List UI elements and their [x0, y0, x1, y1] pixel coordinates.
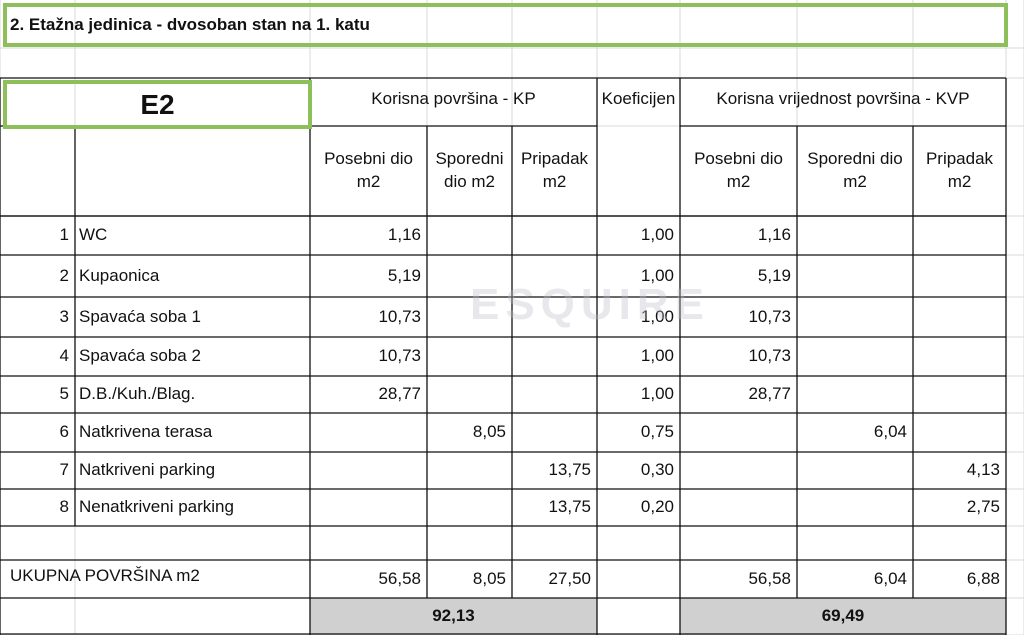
row-number: 8	[59, 497, 69, 517]
value-cell: 4,13	[966, 460, 1000, 480]
value-cell: 5,19	[387, 265, 421, 285]
value-cell: 10,73	[378, 346, 421, 366]
value-cell: 2,75	[966, 497, 1000, 517]
value-cell: 0,30	[640, 460, 674, 480]
value-cell: 13,75	[548, 460, 591, 480]
value-cell: 1,00	[640, 306, 674, 326]
value-cell: 1,00	[640, 265, 674, 285]
total-value: 6,04	[873, 568, 907, 588]
total-value: 27,50	[548, 568, 591, 588]
header: Korisna površina - KP	[371, 88, 536, 108]
value-cell: 6,04	[873, 422, 907, 442]
sub-header: Posebni dio m2	[324, 149, 413, 191]
total-value: 8,05	[472, 568, 506, 588]
sub-header: Sporedni dio m2	[435, 149, 504, 191]
value-cell: 5,19	[757, 265, 791, 285]
value-cell: 28,77	[378, 384, 421, 404]
unit-box	[3, 80, 312, 129]
room-name: WC	[79, 225, 108, 245]
value-cell: 10,73	[748, 346, 791, 366]
sum-value: 69,49	[821, 606, 865, 626]
title-box	[3, 3, 1008, 47]
header: Korisna vrijednost površina - KVP	[716, 88, 970, 108]
value-cell: 1,00	[640, 346, 674, 366]
row-number: 2	[59, 265, 69, 285]
room-name: Spavaća soba 2	[79, 346, 201, 366]
sub-header: Posebni dio m2	[694, 149, 783, 191]
value-cell: 1,00	[640, 384, 674, 404]
unit-label: E2	[140, 88, 175, 120]
sum-value: 92,13	[432, 606, 475, 626]
room-name: Spavaća soba 1	[79, 306, 201, 326]
value-cell: 28,77	[748, 384, 791, 404]
value-cell: 10,73	[378, 306, 421, 326]
row-number: 4	[59, 346, 69, 366]
room-name: D.B./Kuh./Blag.	[79, 384, 196, 404]
value-cell: 1,16	[757, 225, 791, 245]
value-cell: 0,20	[640, 497, 674, 517]
value-cell: 13,75	[548, 497, 591, 517]
row-number: 7	[59, 460, 69, 480]
sub-header: Sporedni dio m2	[807, 149, 903, 191]
total-value: 56,58	[378, 568, 421, 588]
row-number: 6	[59, 422, 69, 442]
header: Koeficijen	[601, 88, 676, 108]
total-label: UKUPNA POVRŠINA m2	[10, 565, 200, 585]
row-number: 5	[59, 384, 69, 404]
row-number: 3	[59, 306, 69, 326]
title: 2. Etažna jedinica - dvosoban stan na 1.…	[10, 14, 370, 34]
room-name: Kupaonica	[79, 265, 160, 285]
room-name: Natkrivena terasa	[79, 422, 213, 442]
watermark: ESQUIRE	[469, 280, 711, 330]
sum-fill	[680, 598, 1006, 635]
total-value: 6,88	[966, 568, 1000, 588]
value-cell: 8,05	[472, 422, 506, 442]
value-cell: 1,16	[387, 225, 421, 245]
sum-fill	[310, 598, 597, 635]
sub-header: Pripadak m2	[520, 149, 589, 191]
sub-header: Pripadak m2	[925, 149, 994, 191]
total-value: 56,58	[748, 568, 791, 588]
room-name: Nenatkriveni parking	[79, 497, 234, 517]
value-cell: 1,00	[640, 225, 674, 245]
value-cell: 10,73	[748, 306, 791, 326]
row-number: 1	[59, 225, 69, 245]
value-cell: 0,75	[640, 422, 674, 442]
room-name: Natkriveni parking	[79, 460, 216, 480]
